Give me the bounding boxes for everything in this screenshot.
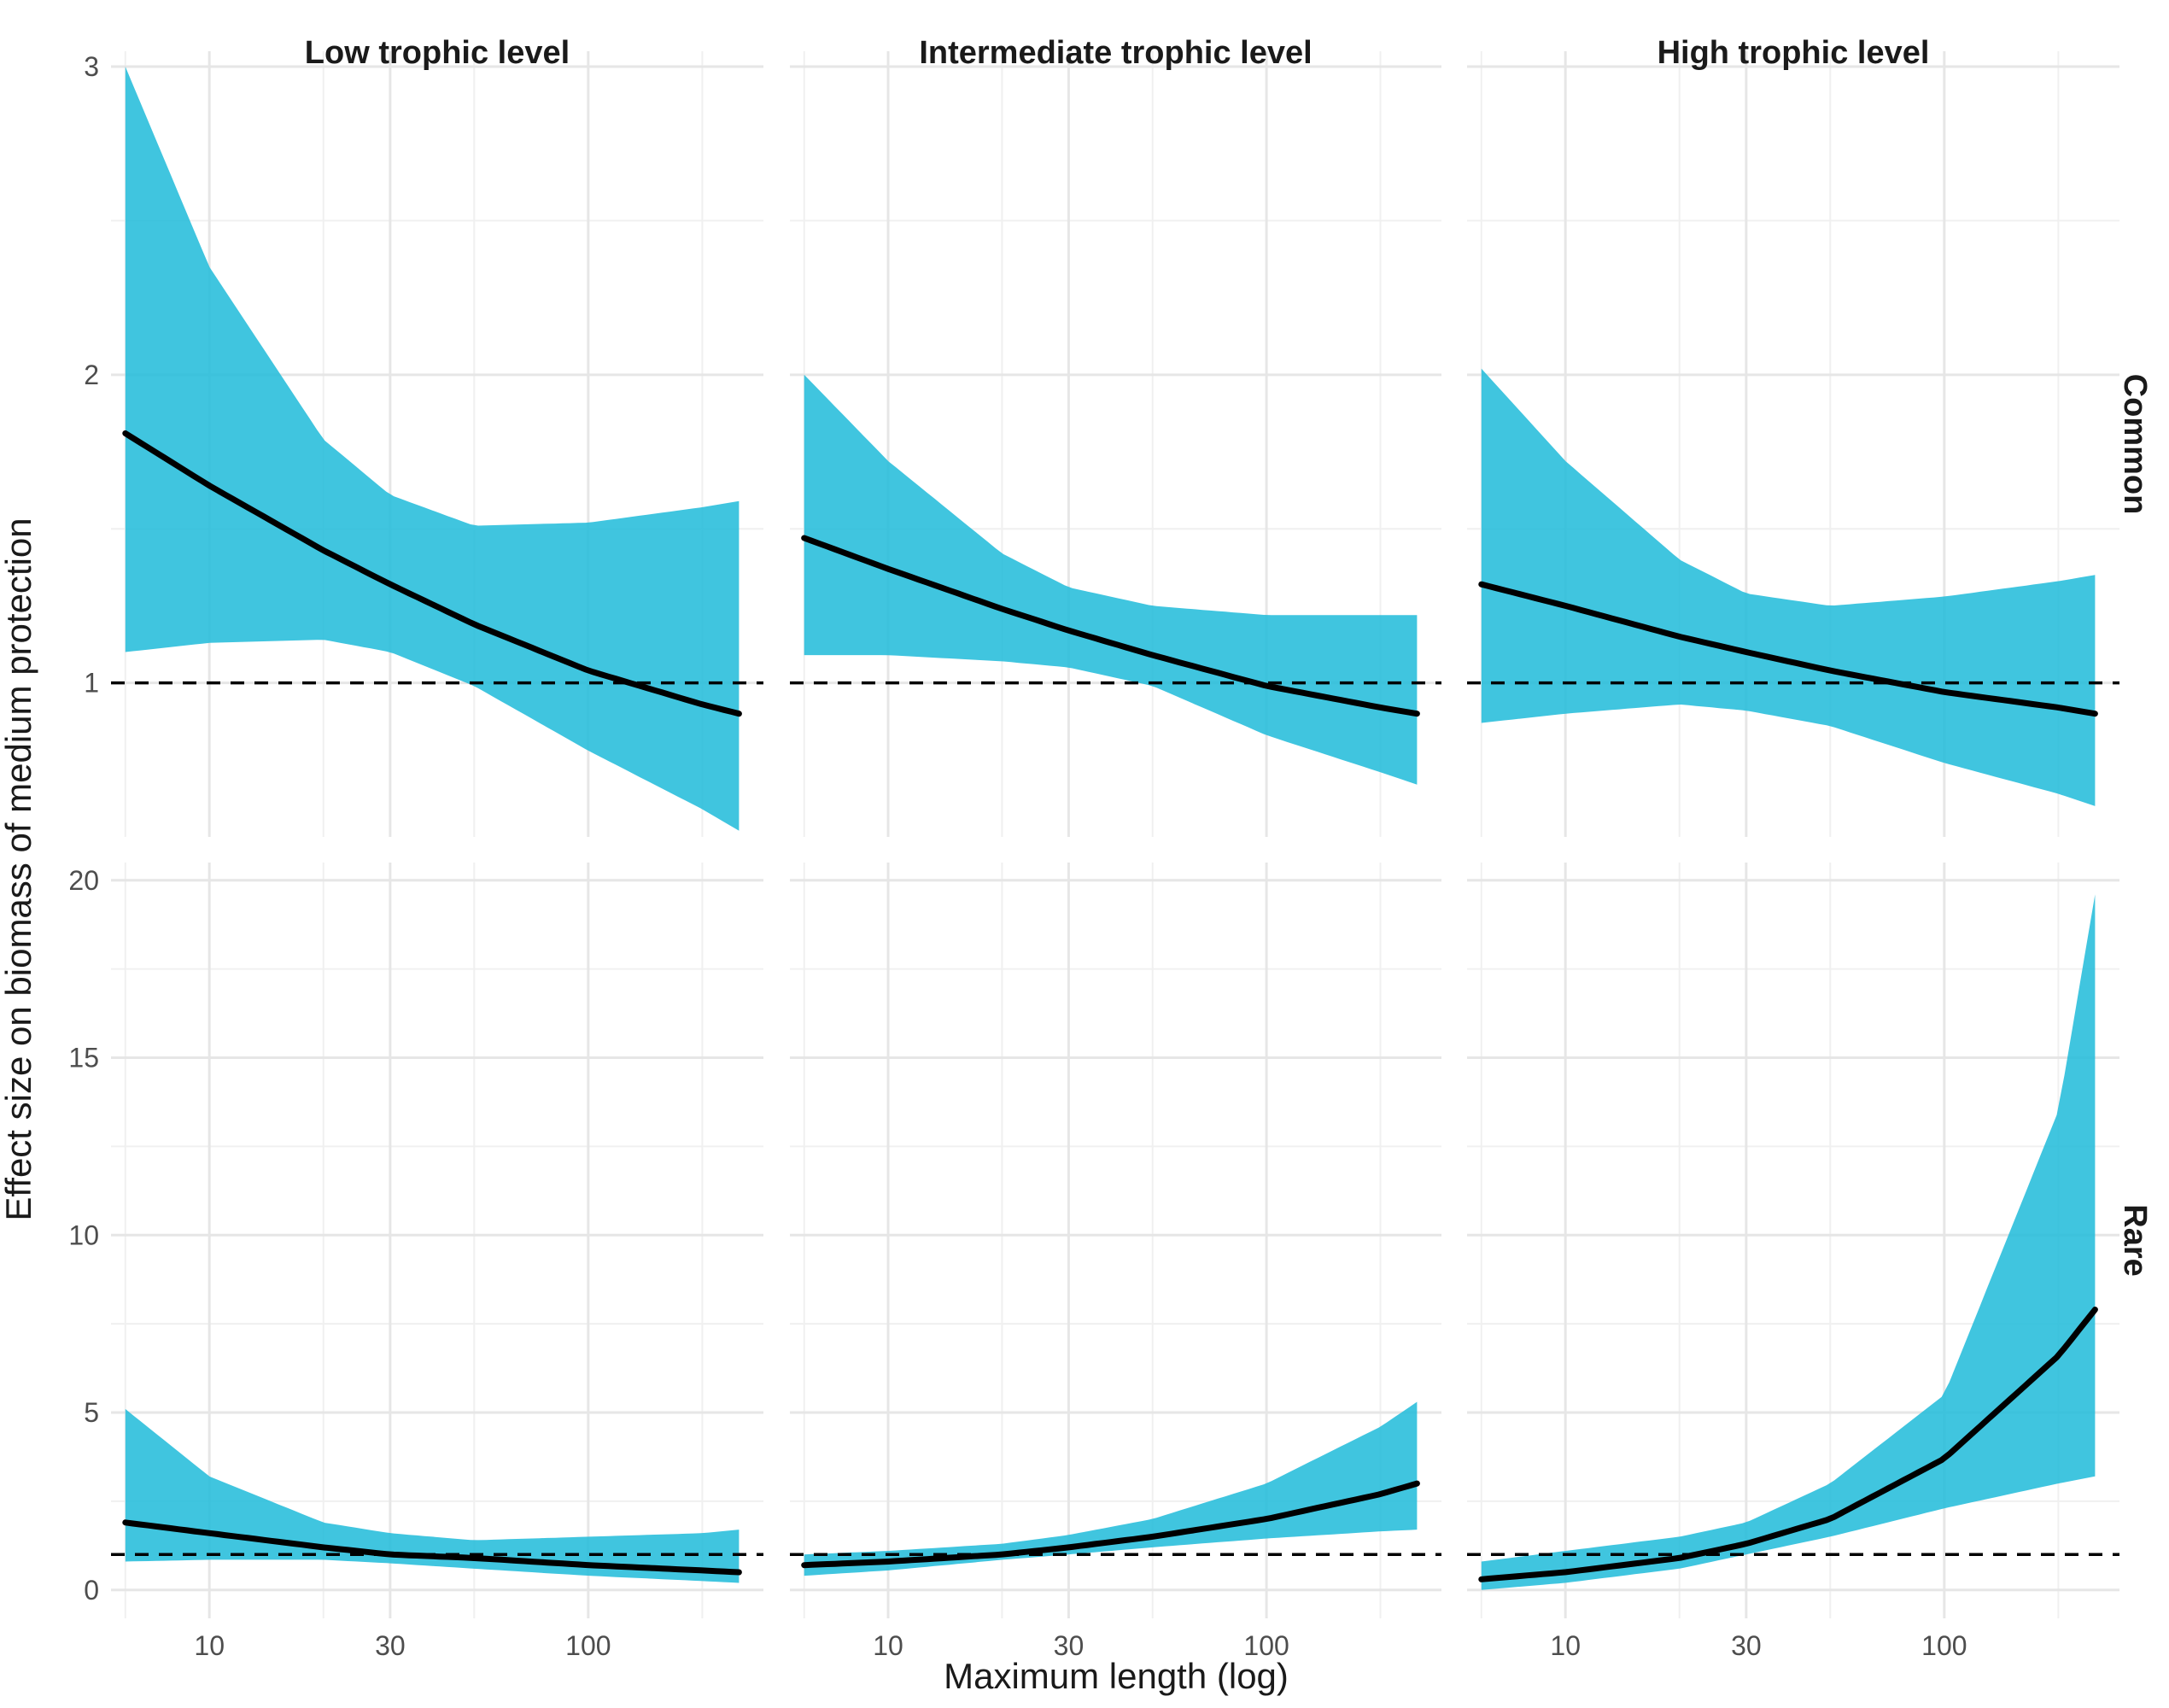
- confidence-band: [804, 374, 1418, 785]
- x-tick-label: 30: [1731, 1630, 1762, 1661]
- y-tick-label: 0: [84, 1575, 99, 1606]
- fitted-line: [1478, 581, 2098, 717]
- y-tick-label: 3: [84, 51, 99, 82]
- y-tick-label: 5: [84, 1397, 99, 1428]
- y-tick-label: 15: [68, 1043, 99, 1073]
- panel-high-trophic-level-common: [1467, 51, 2119, 837]
- x-tick-label: 10: [1550, 1630, 1581, 1661]
- x-tick-label: 30: [1054, 1630, 1084, 1661]
- confidence-band: [1481, 894, 2096, 1590]
- panel-intermediate-trophic-level-common: [790, 51, 1441, 837]
- confidence-band: [125, 67, 740, 831]
- panel-high-trophic-level-rare: [1467, 863, 2119, 1618]
- confidence-band: [804, 1401, 1418, 1576]
- row-strip-rare: Rare: [2117, 1204, 2153, 1277]
- y-tick-label: 20: [68, 865, 99, 896]
- fitted-line: [1478, 1307, 2098, 1582]
- x-axis-title: Maximum length (log): [944, 1656, 1289, 1696]
- y-tick-label: 10: [68, 1220, 99, 1250]
- panel-intermediate-trophic-level-rare: [790, 863, 1441, 1618]
- fitted-line: [122, 430, 742, 717]
- fitted-line: [801, 1480, 1420, 1569]
- column-strip-intermediate-trophic-level: Intermediate trophic level: [919, 35, 1312, 71]
- x-tick-label: 10: [194, 1630, 225, 1661]
- panels-layer: [111, 51, 2119, 1618]
- y-axis-title: Effect size on biomass of medium protect…: [0, 518, 38, 1220]
- x-tick-label: 100: [1921, 1630, 1967, 1661]
- row-strip-common: Common: [2117, 374, 2153, 515]
- x-tick-label: 10: [873, 1630, 903, 1661]
- y-tick-label: 2: [84, 360, 99, 390]
- y-tick-label: 1: [84, 668, 99, 699]
- panel-low-trophic-level-common: [111, 51, 763, 837]
- column-strip-low-trophic-level: Low trophic level: [305, 35, 570, 71]
- column-strip-high-trophic-level: High trophic level: [1657, 35, 1930, 71]
- fitted-line: [801, 535, 1420, 717]
- confidence-band: [1481, 368, 2096, 806]
- strips-layer: Low trophic level Intermediate trophic le…: [305, 35, 2153, 1277]
- fitted-line: [122, 1519, 742, 1576]
- panel-low-trophic-level-rare: [111, 863, 763, 1618]
- x-tick-label: 100: [565, 1630, 611, 1661]
- x-tick-label: 30: [375, 1630, 406, 1661]
- x-tick-label: 100: [1243, 1630, 1289, 1661]
